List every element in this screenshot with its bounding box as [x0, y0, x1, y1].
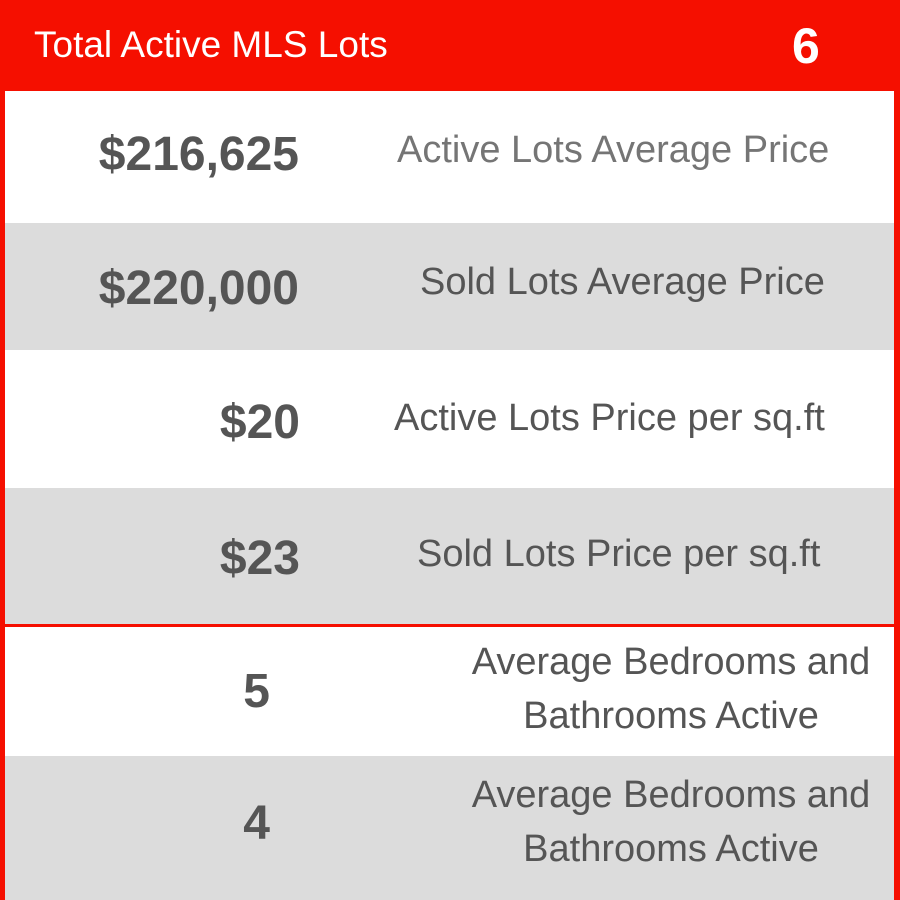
stat-row-sold-average-price: $220,000 Sold Lots Average Price [5, 223, 894, 350]
stat-label: Sold Lots Price per sq.ft [417, 533, 821, 575]
header-title: Total Active MLS Lots [34, 24, 388, 65]
stat-value: $220,000 [98, 262, 299, 315]
stat-value: $23 [219, 532, 300, 585]
stat-label: Average Bedrooms and Bathrooms Active [471, 774, 871, 870]
stat-row-bedrooms-bathrooms-active-2: 4 Average Bedrooms and Bathrooms Active [5, 756, 894, 900]
stat-row-active-average-price: $216,625 Active Lots Average Price [5, 91, 894, 223]
stat-row-sold-price-per-sqft: $23 Sold Lots Price per sq.ft [5, 488, 894, 624]
stat-row-bedrooms-bathrooms-active: 5 Average Bedrooms and Bathrooms Active [5, 627, 894, 756]
section-divider [0, 624, 900, 627]
stat-label: Active Lots Average Price [397, 129, 830, 171]
stat-label: Active Lots Price per sq.ft [394, 397, 825, 439]
stat-value: 5 [243, 665, 270, 718]
stat-row-active-price-per-sqft: $20 Active Lots Price per sq.ft [5, 350, 894, 488]
stat-label: Sold Lots Average Price [420, 261, 825, 303]
stat-value: $216,625 [98, 128, 299, 181]
header-count: 6 [792, 18, 820, 74]
stat-value: 4 [243, 797, 270, 850]
header-bar: Total Active MLS Lots 6 [0, 0, 900, 91]
stat-label: Average Bedrooms and Bathrooms Active [471, 641, 871, 737]
stat-value: $20 [219, 396, 300, 449]
